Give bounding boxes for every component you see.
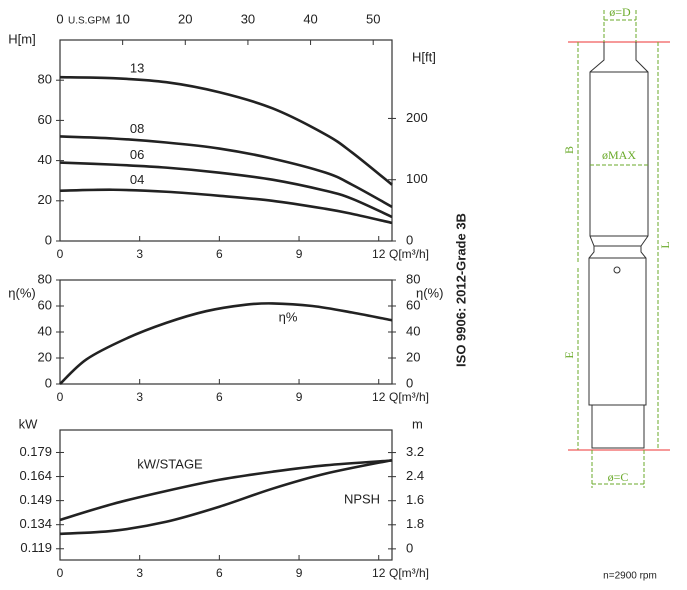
plot-frame (59, 429, 393, 561)
curve (59, 459, 393, 522)
y-tick-label: 0 (45, 232, 52, 247)
x-tick-label: 9 (296, 566, 303, 580)
x-axis-label: Q[m³/h] (389, 390, 429, 404)
speed-label: n=2900 rpm (603, 571, 657, 582)
x-tick-label: 3 (136, 247, 143, 261)
y2-tick-label: 0 (406, 375, 413, 390)
y-tick-label: 80 (38, 271, 52, 286)
dim-label: L (658, 241, 672, 248)
curve-label: 06 (130, 147, 144, 162)
y2-tick-label: 200 (406, 110, 428, 125)
x-tick-label: 3 (136, 390, 143, 404)
curve-label: 08 (130, 121, 144, 136)
x-axis-label: Q[m³/h] (389, 566, 429, 580)
y2-tick-label: 100 (406, 171, 428, 186)
y2-axis-label: m (412, 416, 423, 431)
curve-label: NPSH (344, 491, 380, 506)
plot-frame (59, 39, 393, 242)
chart-panel: 0 3 6 9 12 Q[m³/h]0 10 20 30 40 50U.S.GPM020406080… (8, 11, 436, 261)
x-tick-label: 6 (216, 390, 223, 404)
x2-tick-label: 10 (115, 11, 129, 26)
dim-label: B (562, 146, 576, 154)
y2-axis-label: η(%) (416, 285, 443, 300)
dim-label: ø=C (608, 470, 629, 484)
y2-tick-label: 2.4 (406, 468, 424, 483)
curve (59, 188, 393, 225)
y2-tick-label: 0 (406, 232, 413, 247)
y2-tick-label: 0 (406, 540, 413, 555)
x-tick-label: 12 (372, 390, 386, 404)
x-tick-label: 3 (136, 566, 143, 580)
y-tick-label: 80 (38, 72, 52, 87)
x-tick-label: 12 (372, 247, 386, 261)
y2-tick-label: 60 (406, 297, 420, 312)
y2-tick-label: 1.6 (406, 492, 424, 507)
x-tick-label: 0 (57, 566, 64, 580)
curve-label: 04 (130, 172, 144, 187)
curve (59, 135, 393, 208)
x2-axis-label: U.S.GPM (68, 16, 110, 27)
dimension-lines (577, 10, 659, 488)
x-tick-label: 0 (57, 390, 64, 404)
y-tick-label: 0.149 (19, 492, 52, 507)
y-tick-label: 0.134 (19, 516, 52, 531)
y2-tick-label: 1.8 (406, 516, 424, 531)
x2-tick-label: 40 (303, 11, 317, 26)
curve (59, 458, 393, 536)
y-tick-label: 60 (38, 297, 52, 312)
y-axis-label: H[m] (8, 31, 35, 46)
dim-label: E (562, 351, 576, 358)
curve-label: 13 (130, 61, 144, 76)
x2-tick-label: 0 (56, 11, 63, 26)
x-tick-label: 6 (216, 247, 223, 261)
plot-frame (59, 279, 393, 385)
y2-axis-label: H[ft] (412, 49, 436, 64)
y2-tick-label: 40 (406, 323, 420, 338)
curve-label: η% (279, 309, 298, 324)
y-tick-label: 0.179 (19, 444, 52, 459)
x-tick-label: 6 (216, 566, 223, 580)
dim-label: ø=D (609, 5, 631, 19)
charts: 0 3 6 9 12 Q[m³/h]0 10 20 30 40 50U.S.GPM020406080… (8, 11, 443, 580)
y2-tick-label: 80 (406, 271, 420, 286)
x2-tick-label: 20 (178, 11, 192, 26)
x-axis-label: Q[m³/h] (389, 247, 429, 261)
chart-panel: 0 3 6 9 12 Q[m³/h] 0.119 0.134 0.149 0.164 0.179 kW… (19, 416, 429, 580)
x-tick-label: 9 (296, 247, 303, 261)
y2-tick-label: 3.2 (406, 444, 424, 459)
standard-label: ISO 9906: 2012-Grade 3B (453, 213, 468, 367)
y-tick-label: 0.119 (20, 540, 52, 555)
y-axis-label: kW (19, 416, 39, 431)
pump-drawing (568, 10, 670, 488)
y-tick-label: 0 (45, 375, 52, 390)
y2-tick-label: 20 (406, 349, 420, 364)
curve (59, 161, 393, 219)
x2-tick-label: 30 (241, 11, 255, 26)
x-tick-label: 0 (57, 247, 64, 261)
pump-hole (613, 266, 621, 274)
y-tick-label: 60 (38, 112, 52, 127)
dim-label: øMAX (602, 148, 636, 162)
y-tick-label: 0.164 (19, 468, 52, 483)
chart-panel: 0 3 6 9 12 Q[m³/h]020406080η(%)020406080η(%)η… (8, 271, 443, 404)
y-tick-label: 40 (38, 152, 52, 167)
curve (59, 75, 393, 186)
x-tick-label: 12 (372, 566, 386, 580)
y-tick-label: 40 (38, 323, 52, 338)
y-tick-label: 20 (38, 192, 52, 207)
x-tick-label: 9 (296, 390, 303, 404)
curve (59, 302, 393, 385)
x2-tick-label: 50 (366, 11, 380, 26)
y-axis-label: η(%) (8, 285, 35, 300)
pump-outline (588, 42, 649, 449)
y-tick-label: 20 (38, 349, 52, 364)
curve-label: kW/STAGE (137, 456, 203, 471)
